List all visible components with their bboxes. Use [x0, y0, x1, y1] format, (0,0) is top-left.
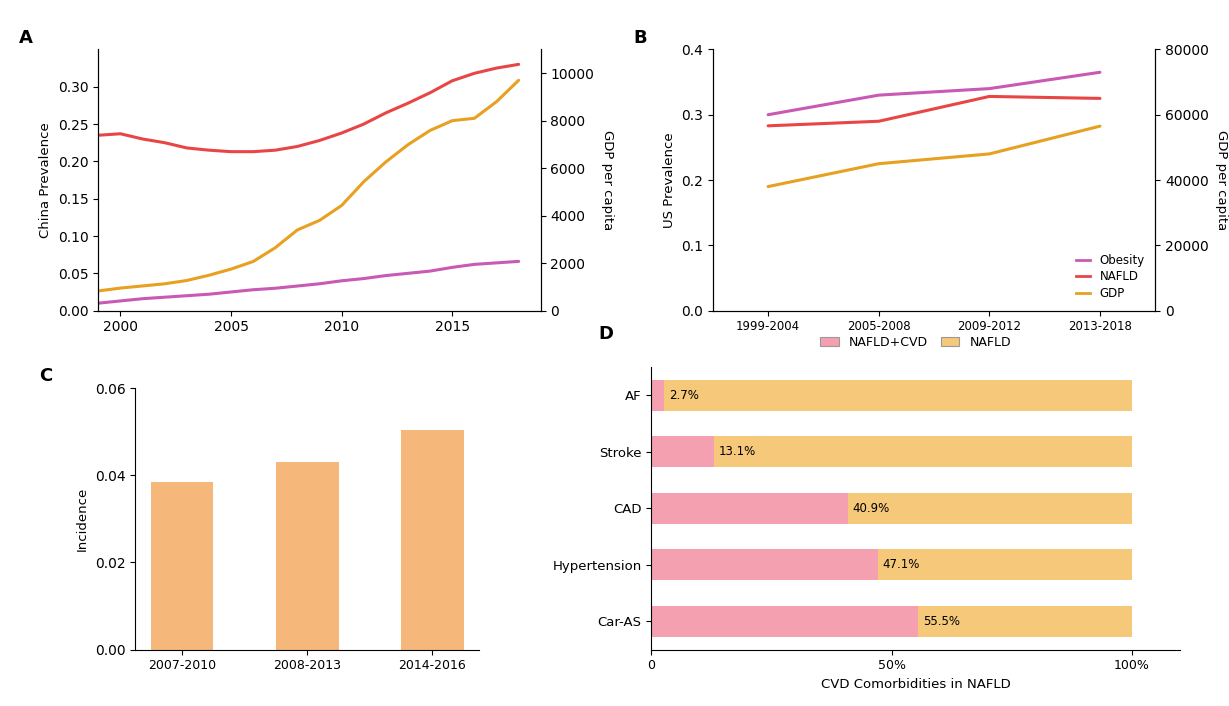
Bar [651, 380, 665, 411]
Bar [651, 436, 714, 467]
Text: 55.5%: 55.5% [923, 615, 960, 628]
Text: C: C [39, 367, 52, 385]
Text: D: D [599, 325, 613, 342]
Bar [651, 549, 1132, 580]
Bar [277, 462, 338, 650]
Y-axis label: Incidence: Incidence [76, 486, 90, 551]
Text: A: A [18, 28, 32, 47]
Bar [651, 606, 1132, 637]
Bar [651, 380, 1132, 411]
Text: 13.1%: 13.1% [719, 445, 756, 458]
Y-axis label: GDP per capita: GDP per capita [1215, 130, 1228, 230]
Bar [151, 482, 214, 650]
Bar [651, 436, 1132, 467]
Legend: Obesity, NAFLD, GDP: Obesity, NAFLD, GDP [1070, 249, 1149, 305]
Bar [651, 493, 1132, 524]
X-axis label: CVD Comorbidities in NAFLD: CVD Comorbidities in NAFLD [821, 678, 1010, 690]
Text: B: B [633, 28, 646, 47]
Text: 40.9%: 40.9% [853, 502, 890, 515]
Legend: NAFLD+CVD, NAFLD: NAFLD+CVD, NAFLD [815, 331, 1016, 354]
Y-axis label: GDP per capita: GDP per capita [601, 130, 613, 230]
Text: 47.1%: 47.1% [882, 558, 919, 571]
Y-axis label: US Prevalence: US Prevalence [662, 132, 676, 228]
Text: 2.7%: 2.7% [669, 389, 699, 402]
Y-axis label: China Prevalence: China Prevalence [39, 122, 53, 238]
Bar [651, 549, 878, 580]
Bar [651, 493, 848, 524]
Bar [401, 430, 463, 650]
Bar [651, 606, 918, 637]
